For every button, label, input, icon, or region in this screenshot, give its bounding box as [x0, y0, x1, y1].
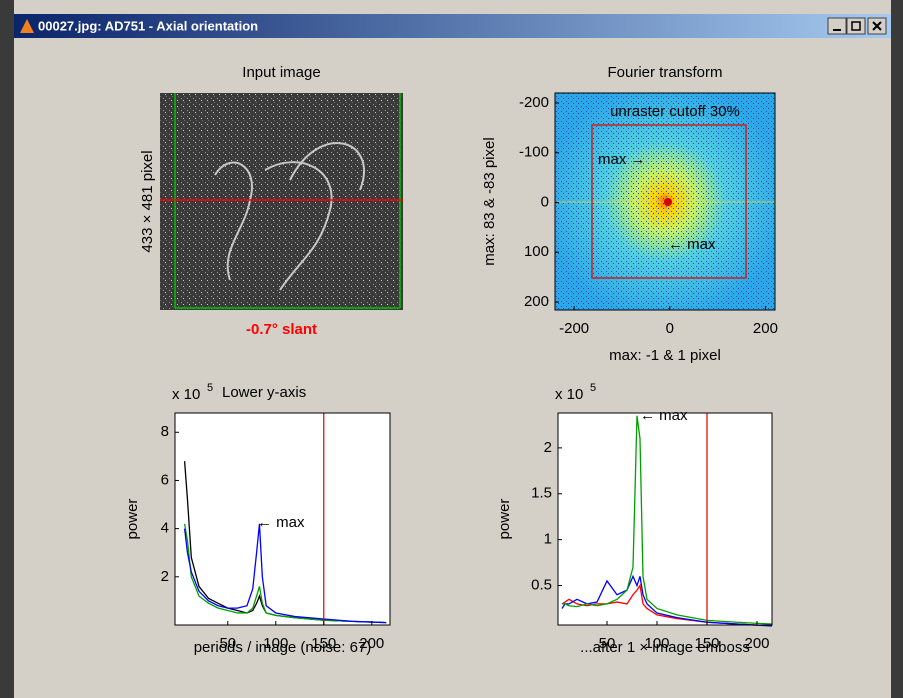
y-tick-label: 100 — [524, 243, 549, 260]
annotation: max → — [598, 151, 646, 168]
minimize-button[interactable] — [827, 17, 847, 35]
axes-box — [554, 92, 776, 311]
title-bar — [14, 14, 891, 38]
power-line — [183, 523, 387, 624]
x-axis-label: -0.7° slant — [246, 321, 317, 338]
x-tick-label: 150 — [311, 635, 336, 652]
x-tick-label: 50 — [599, 635, 616, 652]
y-tick-label: 8 — [161, 423, 169, 440]
maximize-button[interactable] — [846, 17, 866, 35]
y-axis-label: power — [124, 499, 141, 540]
power-line — [562, 415, 773, 625]
y-tick-label: 6 — [161, 471, 169, 488]
y-tick-label: 2 — [544, 439, 552, 456]
axis-multiplier: x 10 — [555, 386, 583, 403]
input-image — [160, 93, 403, 310]
y-axis-label: max: 83 & -83 pixel — [481, 137, 498, 265]
x-tick-label: 100 — [644, 635, 669, 652]
power-line — [561, 583, 773, 627]
x-axis-label: periods / image (noise: 67) — [194, 639, 372, 656]
window-title: 00027.jpg: AD751 - Axial orientation — [38, 18, 258, 33]
x-tick-label: 100 — [263, 635, 288, 652]
axes-box — [174, 412, 391, 626]
y-tick-label: 2 — [161, 568, 169, 585]
annotation: ← max — [640, 407, 688, 424]
y-tick-label: 1.5 — [531, 485, 552, 502]
annotation: ← max — [257, 514, 305, 531]
series-group — [183, 461, 387, 624]
annotation: ← max — [668, 236, 716, 253]
x-tick-label: 200 — [753, 320, 778, 337]
chart-title: Input image — [242, 64, 320, 81]
x-tick-label: 50 — [219, 635, 236, 652]
annotation: unraster cutoff 30% — [610, 103, 740, 120]
y-tick-label: 1 — [544, 531, 552, 548]
plot-area — [175, 413, 390, 625]
x-tick-label: -200 — [559, 320, 589, 337]
power-line — [183, 523, 387, 624]
y-axis-label: 433 × 481 pixel — [139, 150, 156, 252]
x-axis-label: max: -1 & 1 pixel — [609, 347, 721, 364]
chart-title: Lower y-axis — [222, 384, 306, 401]
y-tick-label: 200 — [524, 293, 549, 310]
plot-area — [558, 413, 772, 625]
y-tick-label: 0 — [541, 193, 549, 210]
axis-exponent: 5 — [207, 382, 213, 394]
axes-box — [557, 412, 773, 626]
window-controls[interactable] — [827, 17, 887, 35]
x-tick-label: 150 — [694, 635, 719, 652]
cutoff-box — [591, 124, 747, 279]
y-tick-label: -200 — [519, 94, 549, 111]
x-tick-label: 200 — [359, 635, 384, 652]
x-tick-label: 200 — [744, 635, 769, 652]
y-tick-label: 4 — [161, 520, 169, 537]
chart-title: Fourier transform — [607, 64, 722, 81]
y-tick-label: 0.5 — [531, 577, 552, 594]
x-tick-label: 0 — [666, 320, 674, 337]
series-group — [561, 415, 773, 627]
x-axis-label: ...after 1 × image emboss — [580, 639, 750, 656]
app-icon — [20, 19, 34, 33]
y-axis-label: power — [496, 499, 513, 540]
y-tick-label: -100 — [519, 144, 549, 161]
center-dot — [664, 198, 672, 206]
axis-multiplier: x 10 — [172, 386, 200, 403]
axis-exponent: 5 — [590, 382, 596, 394]
power-line — [561, 574, 773, 627]
